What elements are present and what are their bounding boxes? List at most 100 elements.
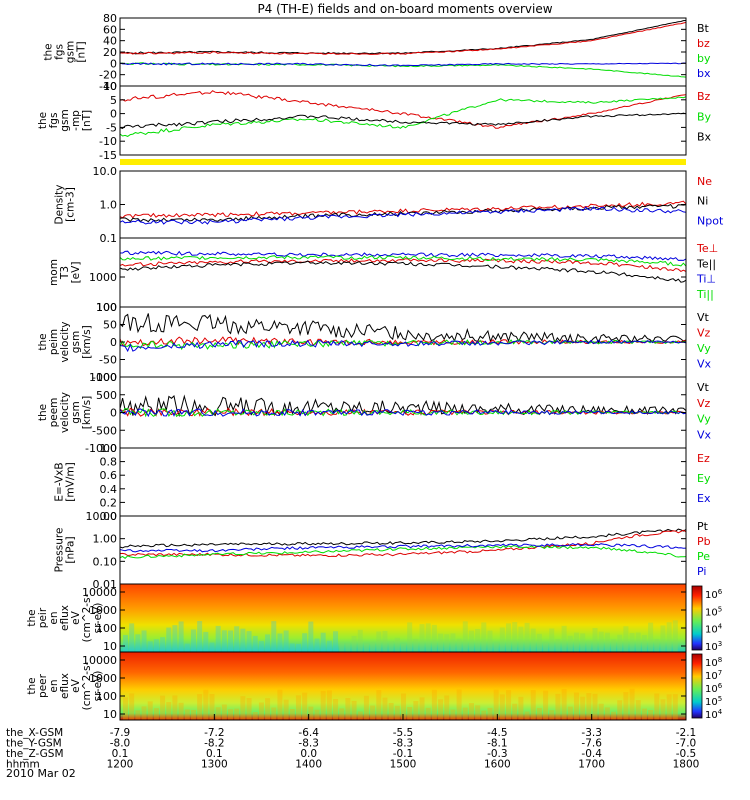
ylabel-line: gsm bbox=[65, 41, 77, 63]
heatmap-texture bbox=[586, 640, 592, 652]
ylabel-line: gsm bbox=[59, 109, 71, 131]
heatmap-texture bbox=[141, 630, 147, 652]
yellow-indicator-bar bbox=[120, 159, 686, 165]
xaxis-value: 1600 bbox=[484, 759, 511, 771]
heatmap-texture bbox=[561, 625, 567, 652]
panel-frame bbox=[119, 515, 687, 585]
xaxis-value: -0.5 bbox=[676, 748, 697, 760]
xaxis-value: 1300 bbox=[201, 759, 228, 771]
ylabel-line: [km/s] bbox=[81, 325, 93, 359]
series-line-Bt bbox=[119, 20, 687, 55]
xaxis-value: -0.1 bbox=[393, 748, 414, 760]
heatmap-texture bbox=[530, 690, 536, 720]
colorbar-tick-label: 105 bbox=[705, 605, 722, 618]
ylabel-line: sr-eV) bbox=[92, 603, 104, 634]
legend-Bz: Bz bbox=[697, 90, 711, 103]
heatmap-texture bbox=[419, 697, 425, 720]
heatmap-texture bbox=[623, 692, 629, 720]
heatmap-texture bbox=[184, 643, 190, 652]
time-axis: the_X-GSM -7.9 -7.2 -6.4 -5.5 -4.5 -3.3 -2.1 the… bbox=[6, 714, 699, 771]
heatmap-texture bbox=[617, 700, 623, 720]
heatmap-texture bbox=[611, 711, 617, 720]
legend-Vy: Vy bbox=[697, 342, 711, 355]
heatmap-texture bbox=[215, 707, 221, 720]
heatmap-texture bbox=[351, 700, 357, 720]
heatmap-texture bbox=[166, 702, 172, 720]
ytick-label: 0.1 bbox=[100, 232, 118, 245]
legend-Pi: Pi bbox=[697, 565, 706, 578]
heatmap-texture bbox=[172, 695, 178, 720]
heatmap-texture bbox=[190, 629, 196, 652]
legend-Vt: Vt bbox=[697, 311, 710, 324]
series-line-Vy bbox=[119, 407, 687, 418]
ylabel-line: eV bbox=[70, 678, 82, 692]
ylabel-line: fgs bbox=[48, 113, 60, 129]
ylabel-line: [nT] bbox=[76, 41, 88, 62]
heatmap-p9 bbox=[120, 584, 686, 652]
legend-bz: bz bbox=[697, 37, 710, 50]
ytick-label: 0 bbox=[110, 108, 117, 121]
legend-bx: bx bbox=[697, 67, 711, 80]
heatmap-texture bbox=[184, 709, 190, 720]
panel-p3: 10.0 1.0 0.1 Density [cm-3] Ne Ni Npot bbox=[54, 165, 724, 245]
ylabel-line: (cm^2-s- bbox=[81, 593, 93, 642]
heatmap-texture bbox=[407, 622, 413, 652]
heatmap-texture bbox=[197, 694, 203, 720]
xaxis-value: -2.1 bbox=[676, 727, 697, 739]
ylabel-line: E=-VxB bbox=[54, 462, 66, 501]
panel-frame bbox=[119, 170, 687, 239]
ytick-label: 10.00 bbox=[86, 510, 118, 523]
ylabel-line: the bbox=[26, 609, 38, 626]
heatmap-texture bbox=[666, 622, 672, 652]
heatmap-texture bbox=[326, 690, 332, 720]
ytick-label: 10000 bbox=[82, 654, 117, 667]
legend-By: By bbox=[697, 110, 712, 123]
ylabel-line: Density bbox=[54, 185, 66, 225]
heatmap-texture bbox=[567, 706, 573, 720]
figure-title: P4 (TH-E) fields and on-board moments ov… bbox=[257, 2, 552, 16]
heatmap-texture bbox=[654, 638, 660, 652]
heatmap-texture bbox=[518, 626, 524, 652]
legend-by: by bbox=[697, 52, 711, 65]
legend-Vz: Vz bbox=[697, 327, 711, 340]
heatmap-texture bbox=[555, 639, 561, 652]
ylabel-line: [nPa] bbox=[65, 536, 77, 563]
xaxis-value: -8.1 bbox=[487, 738, 508, 750]
heatmap-texture bbox=[623, 626, 629, 652]
ytick-label: 0 bbox=[110, 407, 117, 420]
heatmap-texture bbox=[160, 637, 166, 652]
series-line-Vt bbox=[119, 394, 687, 418]
heatmap-texture bbox=[425, 623, 431, 652]
ylabel-line: the bbox=[37, 404, 49, 421]
heatmap-texture bbox=[302, 692, 308, 720]
heatmap-texture bbox=[431, 689, 437, 720]
heatmap-texture bbox=[580, 633, 586, 652]
panel-frame bbox=[119, 85, 687, 156]
heatmap-texture bbox=[573, 632, 579, 652]
xaxis-value: -8.3 bbox=[298, 738, 319, 750]
heatmap-texture bbox=[536, 633, 542, 652]
xaxis-value: 0.0 bbox=[300, 748, 317, 760]
heatmap-texture bbox=[660, 625, 666, 652]
xaxis-value: -7.6 bbox=[581, 738, 602, 750]
heatmap-texture bbox=[456, 689, 462, 720]
heatmap-texture bbox=[604, 707, 610, 720]
legend-Te⊥: Te⊥ bbox=[696, 242, 718, 255]
series-line-Ni bbox=[119, 203, 687, 223]
heatmap-texture bbox=[277, 689, 283, 720]
series-line-Vx bbox=[119, 339, 687, 353]
ylabel-line: the bbox=[37, 333, 49, 350]
heatmap-texture bbox=[604, 632, 610, 652]
ytick-label: 1.00 bbox=[93, 533, 118, 546]
heatmap-texture bbox=[363, 695, 369, 720]
heatmap-texture bbox=[536, 707, 542, 720]
ytick-label: 100 bbox=[96, 301, 117, 314]
heatmap-texture bbox=[425, 707, 431, 720]
heatmap-texture bbox=[283, 699, 289, 720]
heatmap-texture bbox=[376, 631, 382, 652]
ytick-label: 0.8 bbox=[100, 456, 118, 469]
xaxis-value: 0.1 bbox=[112, 748, 129, 760]
heatmap-texture bbox=[512, 703, 518, 720]
heatmap-texture bbox=[499, 627, 505, 652]
